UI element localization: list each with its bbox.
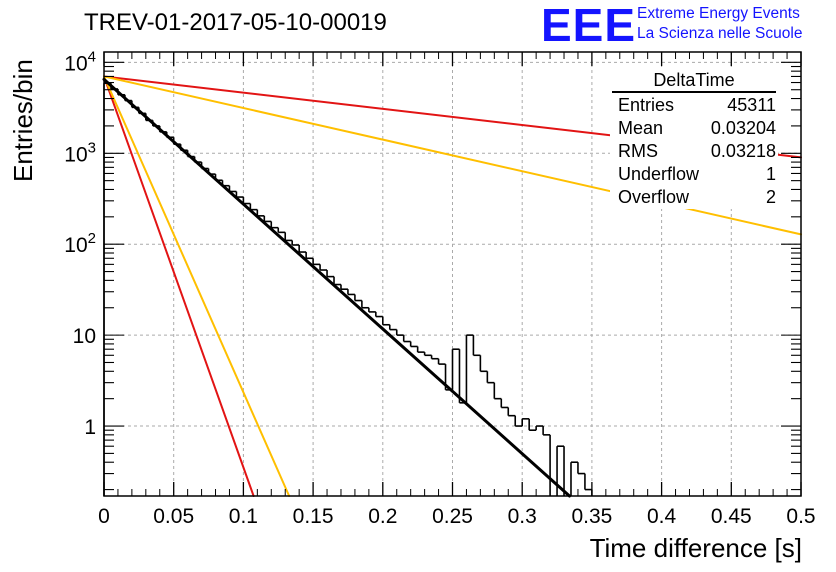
stats-label: Underflow — [618, 164, 700, 184]
stats-title: DeltaTime — [612, 70, 776, 93]
stats-row: Underflow 1 — [610, 163, 778, 186]
x-tick-label: 0.35 — [571, 505, 612, 528]
x-tick-label: 0.25 — [432, 505, 473, 528]
x-axis-ticks: 0 0.05 0.1 0.15 0.2 0.25 0.3 0.35 0.4 0.45 0.5 — [98, 52, 816, 528]
stats-value: 0.03204 — [710, 118, 776, 138]
stats-label: Mean — [618, 118, 664, 138]
stats-row: RMS 0.03218 — [610, 140, 778, 163]
stats-label: RMS — [618, 141, 658, 161]
x-tick-label: 0.4 — [647, 505, 677, 528]
x-axis-label: Time difference [s] — [589, 533, 802, 563]
x-tick-label: 0.05 — [153, 505, 194, 528]
reference-line — [103, 75, 291, 497]
logo-line-1: Extreme Energy Events — [637, 5, 800, 22]
x-tick-label: 0.5 — [786, 505, 815, 528]
y-axis-label: Entries/bin — [8, 59, 38, 182]
fit-curve — [102, 77, 571, 498]
y-tick-label: 104 — [64, 48, 96, 75]
logo-line-2: La Scienza nelle Scuole — [637, 25, 803, 42]
x-tick-label: 0.45 — [711, 505, 752, 528]
stats-box: DeltaTime Entries 45311 Mean 0.03204 RMS… — [610, 70, 778, 209]
stats-row: Mean 0.03204 — [610, 117, 778, 140]
reference-line — [103, 75, 255, 497]
x-tick-label: 0.3 — [508, 505, 537, 528]
y-tick-label: 10 — [73, 325, 96, 348]
logo-letters: EEE — [541, 0, 637, 51]
x-tick-label: 0.15 — [293, 505, 334, 528]
x-tick-label: 0 — [98, 505, 110, 528]
stats-label: Overflow — [618, 187, 690, 207]
stats-row: Overflow 2 — [610, 186, 778, 209]
stats-row: Entries 45311 — [610, 94, 778, 117]
run-title: TREV-01-2017-05-10-00019 — [84, 9, 387, 36]
y-tick-label: 1 — [84, 416, 96, 439]
x-tick-label: 0.1 — [229, 505, 258, 528]
fit-line — [102, 77, 571, 498]
y-tick-label: 103 — [64, 139, 96, 166]
y-tick-label: 102 — [64, 230, 96, 257]
stats-value: 0.03218 — [710, 141, 776, 161]
x-tick-label: 0.2 — [368, 505, 397, 528]
stats-label: Entries — [618, 95, 675, 115]
stats-value: 45311 — [727, 95, 776, 115]
stats-value: 2 — [765, 187, 776, 207]
stats-value: 1 — [765, 164, 776, 184]
